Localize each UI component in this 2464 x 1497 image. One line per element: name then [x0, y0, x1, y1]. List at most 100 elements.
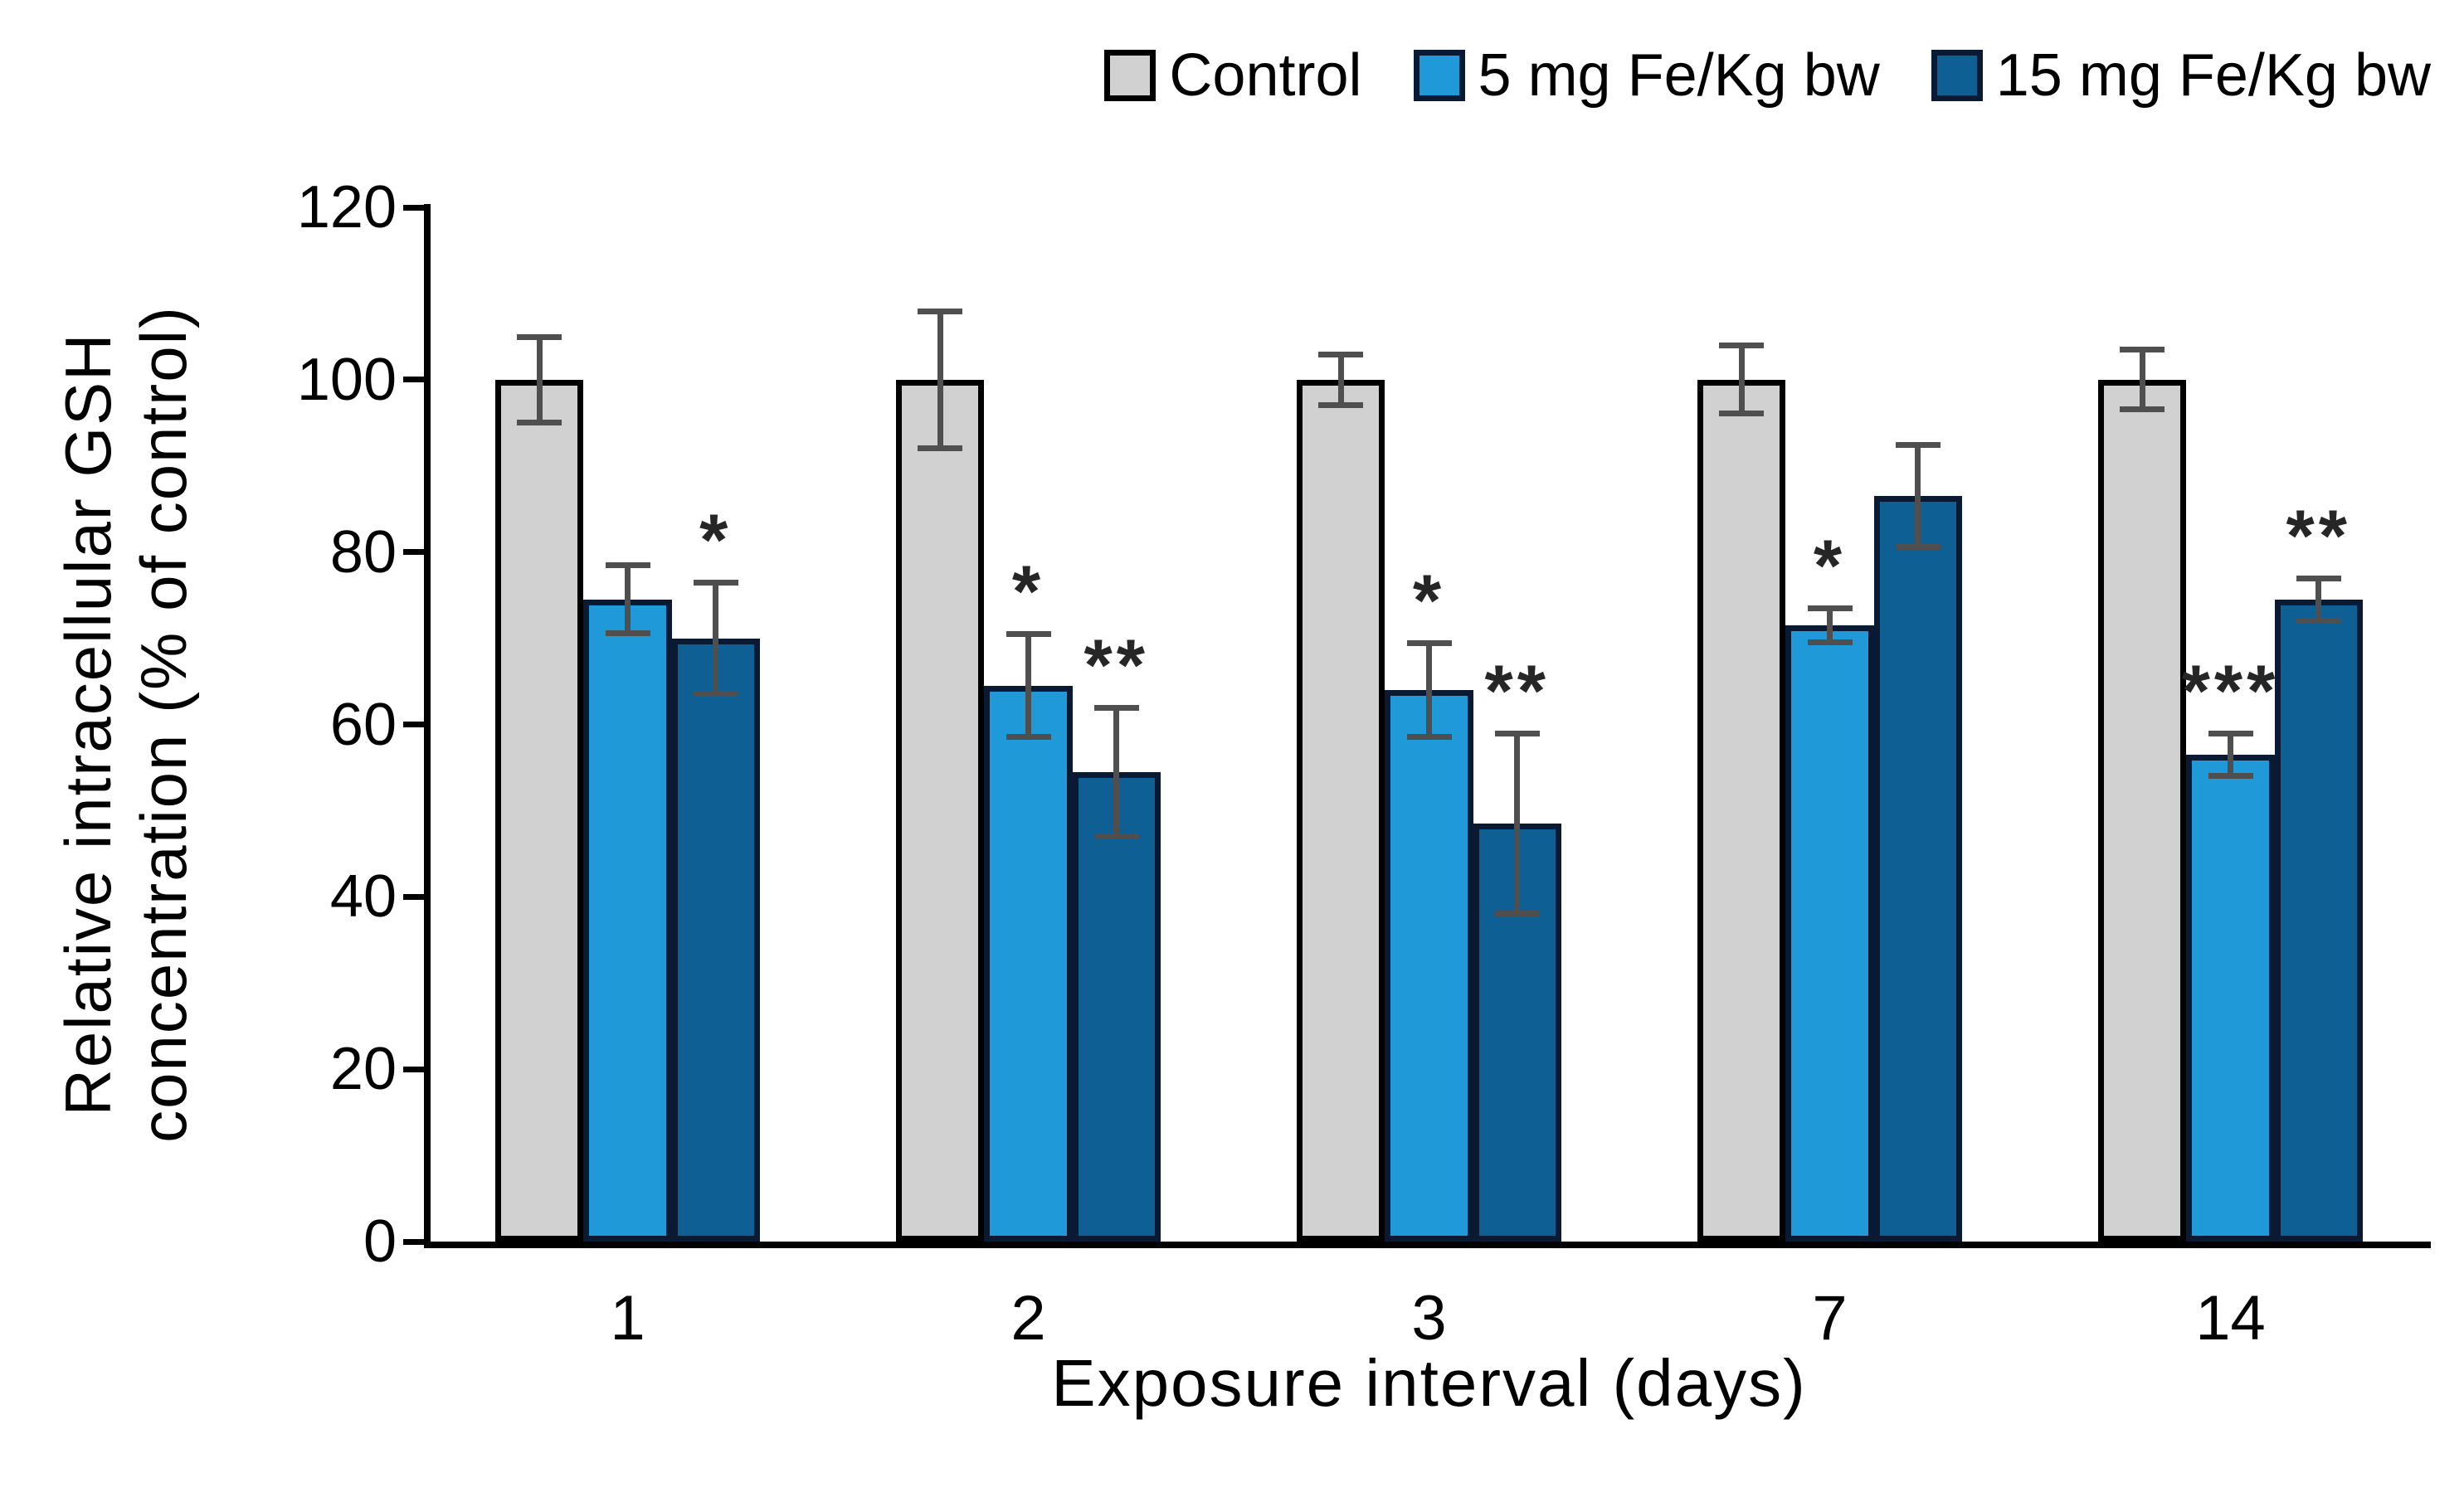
error-bar-cap-bottom	[517, 419, 562, 425]
significance-marker: **	[2286, 493, 2351, 576]
bar-control-day-3	[1297, 379, 1385, 1242]
y-axis-title-line2: concentration (% of control)	[127, 305, 200, 1143]
y-tick	[403, 722, 426, 727]
x-axis-title: Exposure interval (days)	[1051, 1346, 1807, 1420]
y-axis-line	[424, 204, 431, 1248]
legend-swatch-5mg	[1413, 50, 1465, 101]
error-bar-cap-top	[918, 308, 963, 314]
significance-marker: *	[1011, 550, 1045, 633]
bar-5-mg-fe-kg-bw-day-14	[2186, 754, 2275, 1242]
bar-15-mg-fe-kg-bw-day-1	[671, 638, 760, 1242]
y-tick-label: 80	[329, 518, 397, 586]
error-bar-stem	[1915, 444, 1921, 548]
error-bar-stem	[937, 310, 943, 449]
error-bar-cap-bottom	[693, 691, 738, 697]
y-axis-title-line1: Relative intracellular GSH	[51, 332, 124, 1116]
error-bar-stem	[1113, 707, 1120, 837]
legend-swatch-15mg	[1931, 50, 1983, 101]
legend-item-5mg: 5 mg Fe/Kg bw	[1413, 41, 1880, 109]
y-tick	[403, 549, 426, 556]
error-bar-cap-bottom	[1807, 639, 1853, 645]
x-category-label: 14	[2195, 1283, 2266, 1354]
error-bar-cap-top	[2120, 347, 2165, 353]
significance-marker: *	[699, 498, 733, 581]
error-bar-stem	[1337, 353, 1344, 406]
error-bar-stem	[625, 565, 631, 634]
error-bar-stem	[2315, 577, 2322, 621]
error-bar-stem	[536, 336, 543, 423]
bar-5-mg-fe-kg-bw-day-3	[1385, 689, 1473, 1242]
error-bar-cap-bottom	[1318, 402, 1364, 408]
y-tick-label: 20	[329, 1036, 397, 1103]
y-tick-label: 60	[329, 691, 397, 758]
error-bar-stem	[2228, 732, 2233, 776]
x-category-label: 3	[1411, 1283, 1447, 1354]
significance-marker: *	[1813, 524, 1847, 607]
bar-15-mg-fe-kg-bw-day-14	[2274, 599, 2363, 1242]
error-bar-cap-top	[2296, 575, 2341, 581]
error-bar-cap-top	[1406, 639, 1452, 646]
error-bar-cap-bottom	[1895, 544, 1941, 551]
significance-marker: *	[1412, 558, 1446, 641]
error-bar-cap-top	[517, 333, 562, 340]
bar-control-day-7	[1697, 379, 1786, 1242]
legend-label-control: Control	[1169, 42, 1362, 109]
error-bar-cap-top	[1006, 631, 1051, 638]
x-category-label: 1	[610, 1283, 645, 1354]
error-bar-cap-bottom	[1093, 833, 1139, 839]
error-bar-stem	[1827, 608, 1833, 643]
y-tick	[403, 893, 426, 900]
error-bar-stem	[1514, 732, 1521, 915]
legend-swatch-control	[1104, 50, 1157, 101]
error-bar-stem	[1025, 634, 1031, 738]
significance-marker: **	[1083, 623, 1149, 706]
error-bar-cap-top	[1093, 704, 1139, 711]
legend-item-control: Control	[1104, 41, 1362, 109]
y-tick-label: 120	[296, 174, 397, 241]
x-category-label: 7	[1812, 1283, 1848, 1354]
bar-15-mg-fe-kg-bw-day-2	[1072, 771, 1161, 1242]
error-bar-cap-bottom	[2208, 772, 2253, 779]
error-bar-cap-bottom	[918, 445, 963, 451]
error-bar-cap-bottom	[1006, 734, 1051, 741]
significance-marker: ***	[2181, 649, 2280, 731]
significance-marker: **	[1484, 649, 1550, 731]
error-bar-cap-top	[1494, 730, 1540, 736]
bar-5-mg-fe-kg-bw-day-7	[1785, 625, 1874, 1242]
y-tick-label: 0	[363, 1208, 397, 1275]
error-bar-cap-top	[1895, 441, 1941, 448]
y-tick	[403, 1238, 426, 1245]
error-bar-cap-top	[1807, 605, 1853, 612]
error-bar-stem	[713, 582, 719, 695]
bar-control-day-14	[2098, 379, 2187, 1242]
error-bar-cap-top	[1318, 351, 1364, 357]
y-axis-title: Relative intracellular GSH concentration…	[51, 305, 202, 1143]
y-tick	[403, 204, 426, 211]
legend-label-5mg: 5 mg Fe/Kg bw	[1478, 42, 1880, 109]
error-bar-cap-bottom	[1406, 734, 1452, 741]
error-bar-stem	[2139, 349, 2145, 411]
bar-control-day-2	[896, 379, 985, 1242]
error-bar-cap-top	[605, 562, 650, 569]
error-bar-cap-top	[2208, 730, 2253, 736]
error-bar-cap-bottom	[2296, 617, 2341, 624]
legend-item-15mg: 15 mg Fe/Kg bw	[1931, 41, 2431, 109]
bar-5-mg-fe-kg-bw-day-2	[984, 685, 1073, 1242]
error-bar-cap-bottom	[1494, 911, 1540, 917]
bar-5-mg-fe-kg-bw-day-1	[583, 599, 672, 1242]
x-category-label: 2	[1010, 1283, 1046, 1354]
bar-control-day-1	[495, 379, 584, 1242]
y-tick	[403, 377, 426, 383]
error-bar-cap-top	[1719, 343, 1765, 349]
y-tick	[403, 1066, 426, 1072]
error-bar-cap-bottom	[1719, 411, 1765, 417]
error-bar-stem	[1738, 345, 1745, 415]
error-bar-cap-top	[693, 580, 738, 586]
y-tick-label: 40	[329, 863, 397, 931]
error-bar-cap-bottom	[605, 630, 650, 637]
legend-label-15mg: 15 mg Fe/Kg bw	[1995, 42, 2431, 109]
bar-15-mg-fe-kg-bw-day-7	[1873, 496, 1962, 1242]
y-tick-label: 100	[296, 346, 397, 413]
legend: Control 5 mg Fe/Kg bw 15 mg Fe/Kg bw	[1104, 41, 2431, 109]
